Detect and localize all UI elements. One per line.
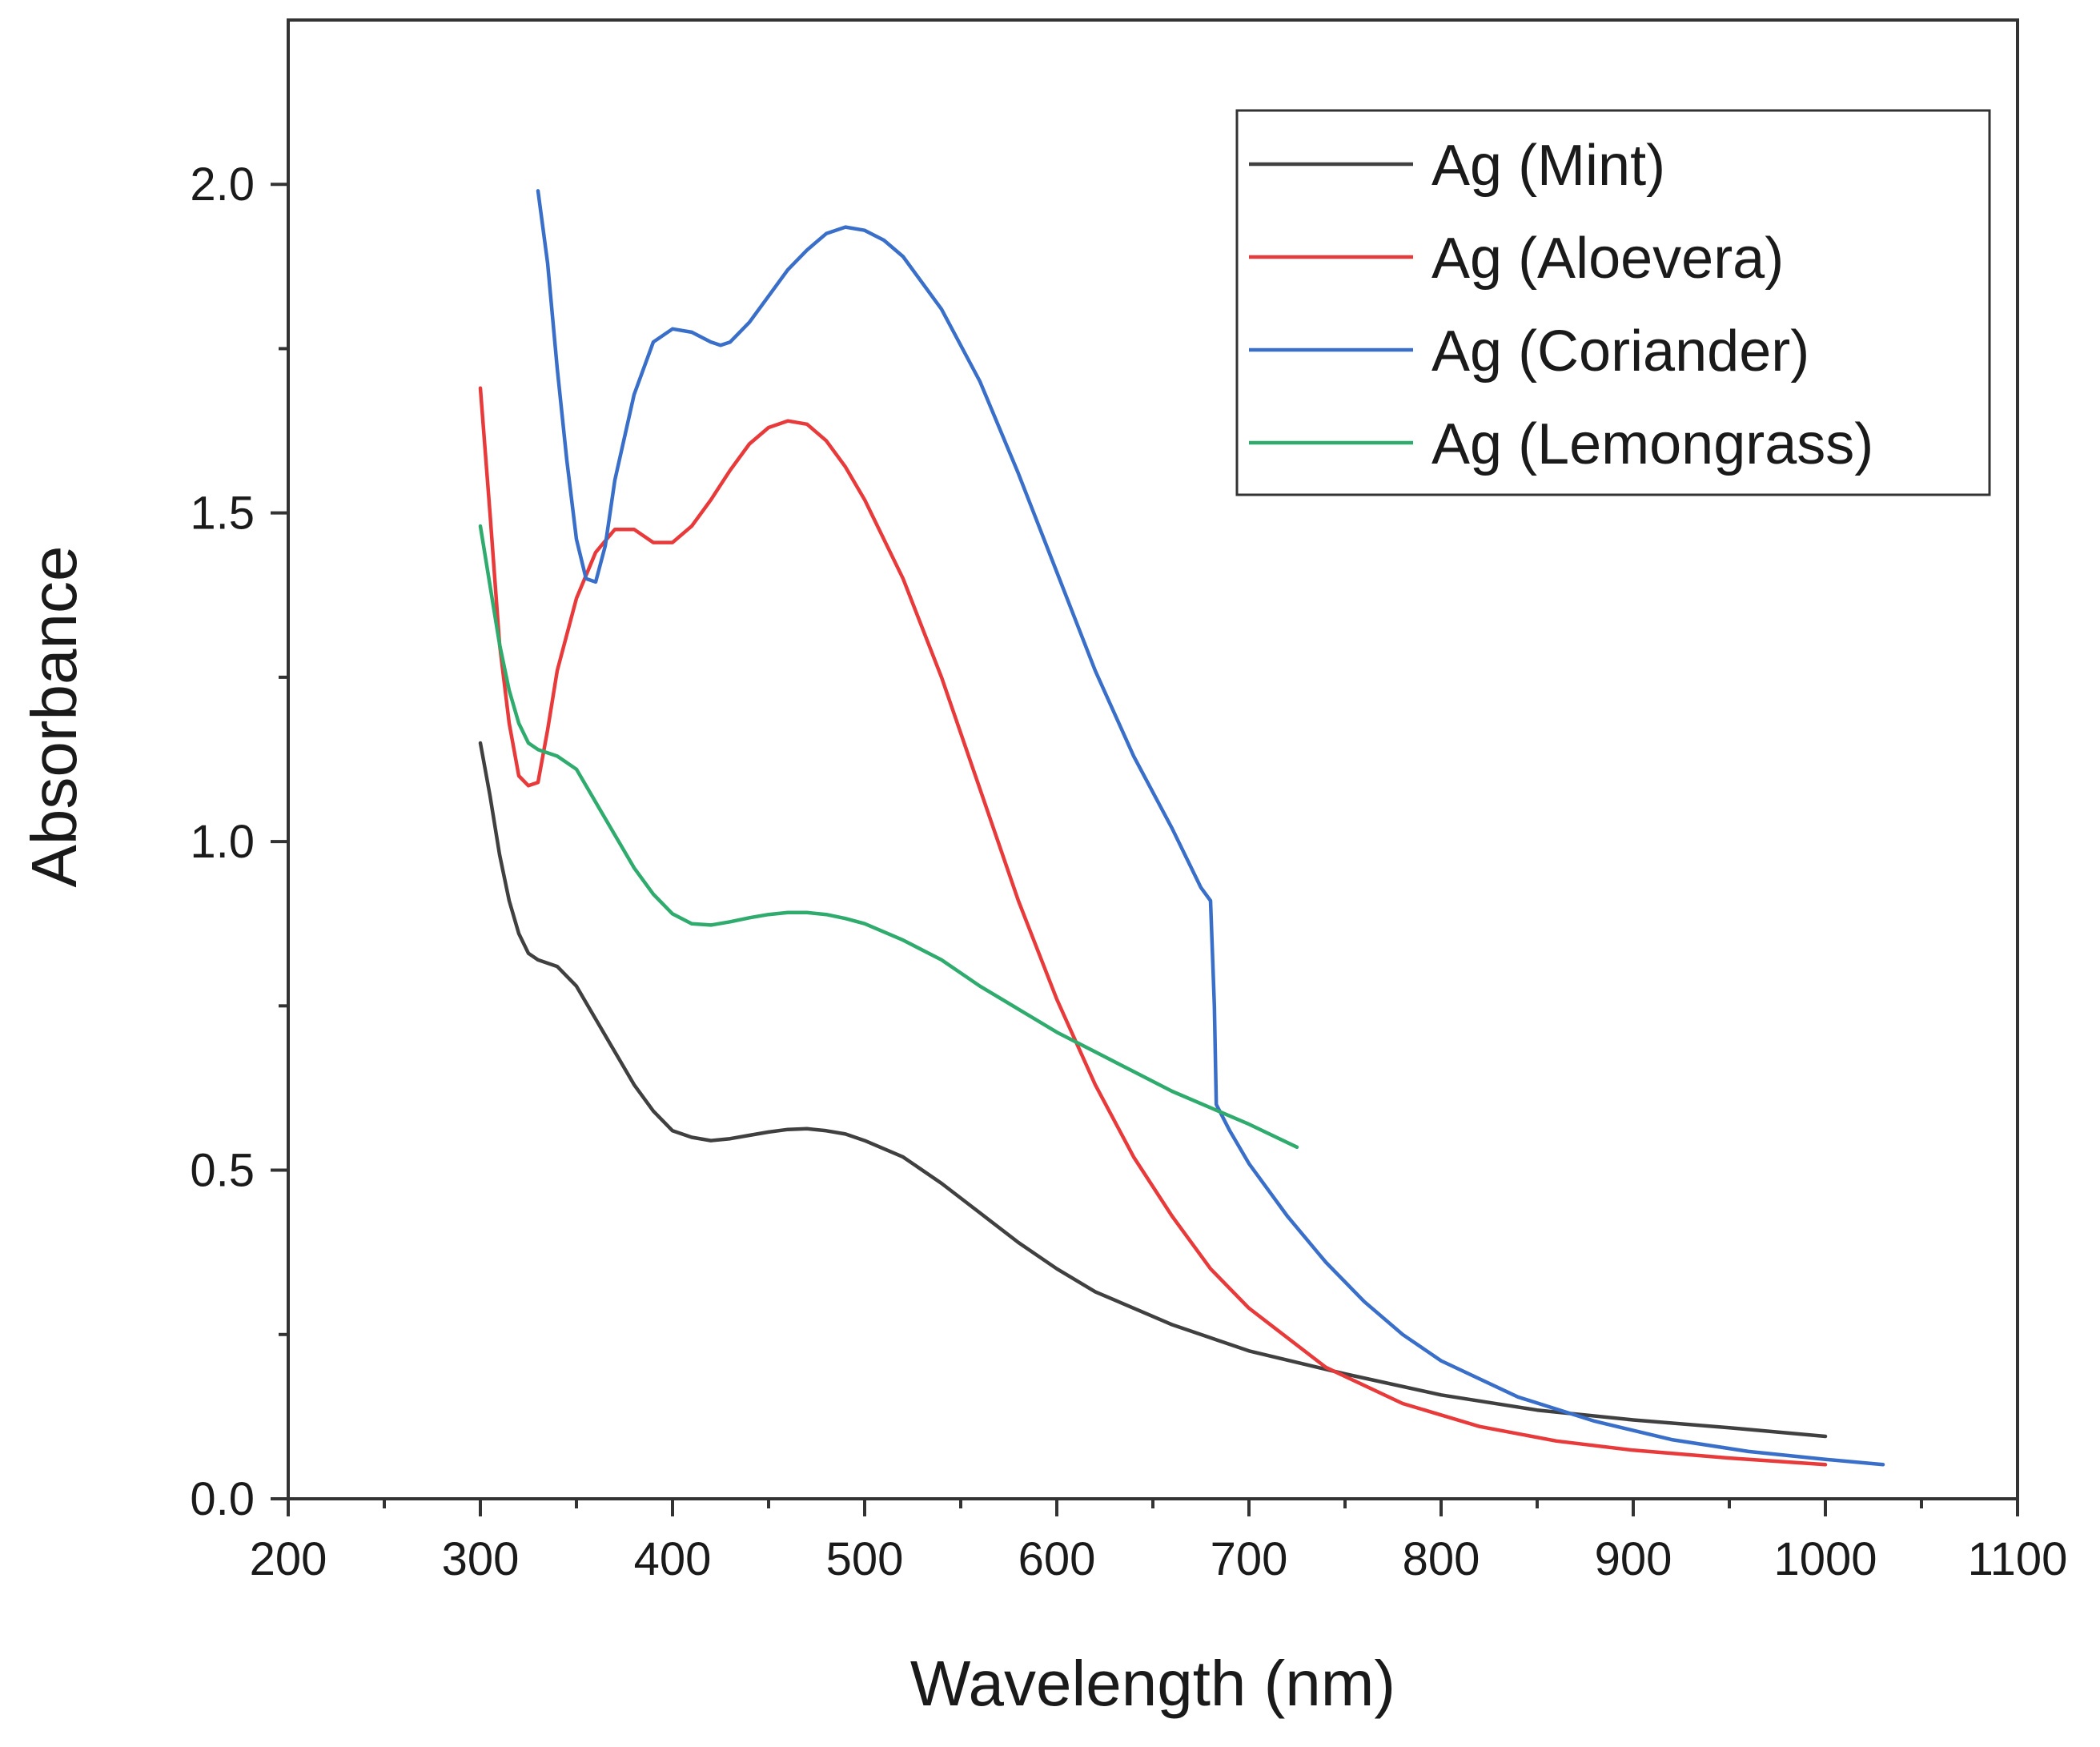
y-tick-label: 1.0 [190, 816, 255, 868]
x-tick-label: 400 [634, 1533, 712, 1585]
series-line-2 [478, 386, 1828, 1467]
y-tick-label: 0.0 [190, 1473, 255, 1525]
y-axis: 0.0 0.5 1.0 1.5 2.0 [190, 159, 288, 1525]
legend: Ag (Mint) Ag (Aloevera) Ag (Coriander) Ag (… [1235, 109, 1991, 496]
x-tick-label: 300 [442, 1533, 520, 1585]
series-line-3 [536, 189, 1885, 1467]
series-line-1 [478, 741, 1828, 1439]
x-tick-label: 900 [1595, 1533, 1672, 1585]
y-tick-label: 2.0 [190, 159, 255, 211]
series-layer [478, 189, 1885, 1467]
series-line-4 [478, 524, 1299, 1150]
x-tick-label: 1000 [1773, 1533, 1877, 1585]
x-tick-label: 600 [1018, 1533, 1096, 1585]
y-axis-title: Absorbance [18, 546, 90, 888]
x-axis: 200 300 400 500 600 700 800 900 1000 1100 [250, 1499, 2068, 1585]
x-tick-label: 800 [1403, 1533, 1480, 1585]
x-axis-title: Wavelength (nm) [910, 1648, 1395, 1719]
legend-label: Ag (Lemongrass) [1431, 412, 1873, 476]
x-tick-label: 200 [250, 1533, 327, 1585]
y-tick-label: 0.5 [190, 1145, 255, 1197]
x-tick-label: 500 [826, 1533, 904, 1585]
legend-label: Ag (Mint) [1431, 134, 1665, 198]
x-tick-label: 1100 [1968, 1533, 2068, 1585]
y-tick-label: 1.5 [190, 488, 255, 540]
legend-label: Ag (Aloevera) [1431, 227, 1784, 291]
legend-label: Ag (Coriander) [1431, 319, 1809, 384]
legend-box [1235, 109, 1991, 496]
x-tick-label: 700 [1211, 1533, 1288, 1585]
